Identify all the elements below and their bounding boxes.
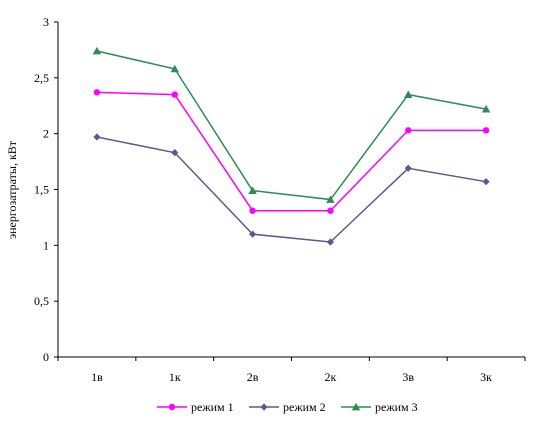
series-3: [92, 46, 491, 203]
legend-label: режим 3: [375, 400, 418, 414]
legend-marker: [168, 403, 176, 411]
data-point: [93, 133, 101, 141]
data-point: [326, 238, 335, 246]
y-tick-label: 1: [43, 238, 49, 252]
legend-item-1: режим 1: [157, 400, 234, 414]
y-tick-label: 2: [43, 127, 49, 141]
data-point: [170, 64, 179, 73]
series-line: [96, 136, 487, 243]
y-tick-label: 0: [43, 350, 49, 364]
y-axis-ticks: 0 0,5 1 1,5 2 2,5 3: [34, 15, 58, 364]
legend-label: режим 2: [283, 400, 326, 414]
data-point: [93, 89, 101, 96]
legend-marker: [351, 402, 361, 411]
series-line: [96, 91, 487, 212]
data-point: [249, 207, 256, 214]
legend-marker: [260, 403, 268, 411]
data-point: [248, 230, 257, 238]
data-point: [248, 186, 257, 194]
data-point: [482, 178, 490, 186]
data-point: [405, 127, 412, 134]
y-tick-label: 1,5: [34, 183, 49, 197]
data-point: [481, 104, 491, 113]
data-point: [404, 90, 413, 98]
x-tick-label: 2к: [324, 370, 336, 384]
data-point: [404, 164, 412, 172]
y-axis-label: энергозатраты, кВт: [5, 140, 19, 239]
x-tick-label: 3к: [480, 370, 492, 384]
series-1: [93, 89, 490, 214]
x-axis-ticks: 1в 1к 2в 2к 3в 3к: [57, 357, 526, 384]
x-tick-label: 1в: [91, 370, 103, 384]
series-2: [93, 133, 490, 246]
legend-item-2: режим 2: [249, 400, 326, 414]
x-tick-label: 3в: [402, 370, 414, 384]
x-tick-label: 1к: [169, 370, 181, 384]
y-tick-label: 2,5: [34, 71, 49, 85]
data-point: [171, 149, 179, 157]
data-point: [327, 207, 334, 214]
legend-label: режим 1: [191, 400, 234, 414]
data-point: [171, 91, 178, 98]
series-group: [92, 46, 491, 246]
y-tick-label: 0,5: [34, 294, 49, 308]
y-tick-label: 3: [43, 15, 49, 29]
legend-item-3: режим 3: [341, 400, 418, 414]
data-point: [326, 195, 335, 203]
data-point: [92, 46, 102, 55]
series-line: [96, 50, 487, 201]
x-tick-label: 2в: [247, 370, 259, 384]
data-point: [482, 127, 490, 134]
axes: [57, 22, 525, 358]
legend: режим 1 режим 2 режим 3: [157, 400, 418, 414]
